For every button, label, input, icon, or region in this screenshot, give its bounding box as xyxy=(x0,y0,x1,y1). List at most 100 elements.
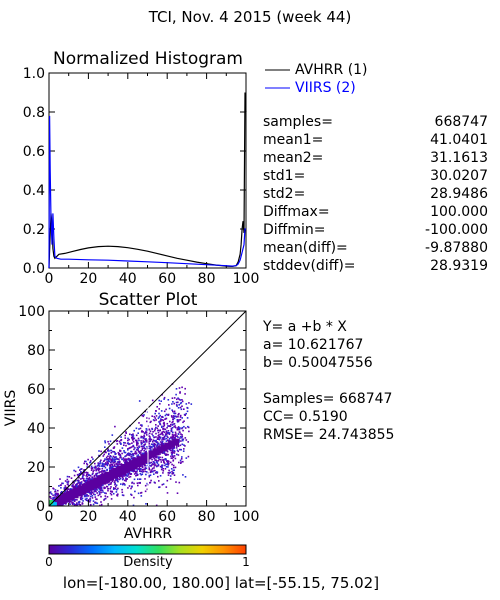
scatter-ytick-label: 0 xyxy=(36,499,45,515)
scatter-point xyxy=(168,472,171,474)
scatter-point xyxy=(177,415,179,418)
scatter-point xyxy=(165,413,168,416)
scatter-point xyxy=(132,435,135,437)
scatter-point xyxy=(128,447,130,450)
scatter-point xyxy=(94,501,96,504)
scatter-point xyxy=(66,475,69,478)
scatter-point xyxy=(132,445,135,448)
scatter-point xyxy=(124,474,127,477)
scatter-point xyxy=(159,433,162,436)
scatter-point xyxy=(177,428,180,431)
scatter-point xyxy=(59,478,61,480)
regression-equation: Y= a +b * X xyxy=(262,319,347,335)
scatter-point xyxy=(157,417,160,420)
scatter-point xyxy=(136,446,139,449)
scatter-point xyxy=(170,455,172,458)
scatter-point xyxy=(119,450,122,452)
scatter-point xyxy=(88,466,91,468)
scatter-point xyxy=(97,486,100,489)
scatter-point xyxy=(101,462,104,465)
scatter-point xyxy=(139,424,142,426)
scatter-point xyxy=(128,454,131,457)
scatter-point xyxy=(168,460,170,463)
scatter-point xyxy=(123,458,125,460)
scatter-point xyxy=(171,457,173,459)
scatter-point xyxy=(162,472,164,474)
scatter-density-cell xyxy=(63,495,71,503)
scatter-point xyxy=(165,463,167,466)
scatter-point xyxy=(154,472,157,474)
scatter-point xyxy=(117,487,119,490)
scatter-point xyxy=(99,462,101,465)
scatter-point xyxy=(172,415,175,417)
scatter-point xyxy=(138,466,141,468)
scatter-point xyxy=(140,436,142,439)
scatter-point xyxy=(52,497,55,499)
scatter-point xyxy=(61,491,63,493)
scatter-point xyxy=(174,457,177,460)
scatter-point xyxy=(119,464,121,466)
scatter-point xyxy=(157,457,160,459)
scatter-point xyxy=(180,461,182,463)
scatter-point xyxy=(171,463,173,466)
scatter-point xyxy=(161,440,164,443)
scatter-point xyxy=(148,443,150,445)
scatter-point xyxy=(114,479,116,482)
scatter-point xyxy=(181,417,183,419)
scatter-point xyxy=(128,459,131,461)
scatter-point xyxy=(143,444,146,447)
stat-value: 31.1613 xyxy=(430,150,488,166)
scatter-point xyxy=(177,413,180,416)
scatter-point xyxy=(109,464,111,467)
scatter-point xyxy=(141,436,144,438)
scatter-point xyxy=(99,504,101,506)
scatter-point xyxy=(155,439,157,442)
scatter-point xyxy=(107,487,110,490)
scatter-point xyxy=(98,492,101,494)
scatter-density-hot xyxy=(49,500,53,505)
scatter-point xyxy=(166,463,169,466)
scatter-point xyxy=(123,450,125,452)
scatter-point xyxy=(91,456,93,459)
scatter-point xyxy=(121,488,123,491)
scatter-point xyxy=(127,474,130,476)
scatter-point xyxy=(138,439,140,442)
scatter-point xyxy=(70,501,72,503)
scatter-point xyxy=(164,435,166,438)
scatter-point xyxy=(127,439,129,442)
scatter-point xyxy=(93,490,96,492)
scatter-density-cell xyxy=(114,469,122,477)
scatter-point xyxy=(158,456,160,458)
scatter-point xyxy=(98,490,100,493)
scatter-point xyxy=(162,428,164,430)
scatter-point xyxy=(111,468,113,470)
scatter-point xyxy=(164,418,166,420)
scatter-point xyxy=(130,456,133,458)
scatter-point xyxy=(128,476,130,478)
scatter-point xyxy=(181,405,183,407)
colorbar-label: Density xyxy=(123,555,173,570)
scatter-point xyxy=(107,489,109,492)
scatter-point xyxy=(79,469,81,471)
scatter-point xyxy=(180,440,182,442)
scatter-point xyxy=(115,465,118,468)
scatter-point xyxy=(160,400,162,402)
scatter-point xyxy=(124,434,126,437)
scatter-point xyxy=(134,470,137,473)
scatter-point xyxy=(137,484,139,487)
scatter-point xyxy=(173,417,176,420)
scatter-point xyxy=(102,460,105,462)
scatter-point xyxy=(125,480,127,482)
scatter-point xyxy=(150,449,152,451)
scatter-point xyxy=(178,398,180,401)
scatter-point xyxy=(139,469,141,471)
scatter-point xyxy=(161,419,163,421)
scatter-point xyxy=(132,433,134,435)
scatter-point xyxy=(177,445,180,447)
stat-label: std2= xyxy=(263,186,305,202)
scatter-point xyxy=(101,467,104,470)
scatter-point xyxy=(175,481,177,483)
scatter-point xyxy=(161,464,163,466)
scatter-point xyxy=(151,428,154,431)
scatter-point xyxy=(155,456,158,459)
